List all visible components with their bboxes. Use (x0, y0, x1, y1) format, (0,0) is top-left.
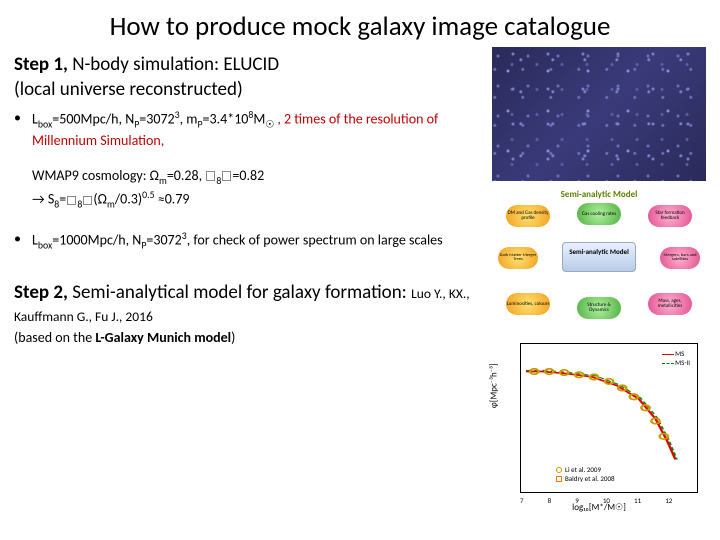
sam-node: Star formation feedback (648, 205, 692, 227)
left-column: Step 1, N-body simulation: ELUCID (local… (14, 47, 492, 515)
placeholder-box-icon (222, 171, 231, 180)
content-row: Step 1, N-body simulation: ELUCID (local… (0, 47, 720, 515)
sam-node: DM and Gas density profile (506, 205, 550, 227)
bullet-1-text: Lbox=500Mpc/h, NP=30723, mP=3.4*108M☉ , … (32, 109, 482, 151)
sam-node: Dark Matter Merger Trees (498, 247, 538, 269)
legend-top: MS MS-II (662, 349, 690, 367)
sam-node: Structure & Dynamics (577, 297, 621, 319)
t: WMAP9 cosmology: Ω (32, 167, 159, 184)
t: =3072 (146, 232, 181, 249)
t: =1000Mpc/h, N (52, 232, 141, 249)
placeholder-box-icon (206, 171, 215, 180)
step1-bullets: • Lbox=500Mpc/h, NP=30723, mP=3.4*108M☉ … (14, 109, 482, 253)
bullet-dot: • (14, 230, 32, 253)
t: =500Mpc/h, N (52, 111, 134, 128)
t: M (253, 111, 265, 128)
plot-xlabel: log₁₀[M*/M☉] (492, 502, 706, 513)
sam-node: Mergers, bars and satellites (660, 247, 700, 269)
t: m (159, 174, 167, 186)
t: =3072 (139, 111, 174, 128)
step1-subheading: (local universe reconstructed) (14, 78, 482, 101)
placeholder-box-icon (67, 196, 76, 205)
t: Baldry et al. 2008 (565, 474, 615, 483)
t: , for check of power spectrum on large s… (187, 232, 443, 249)
sam-title: Semi-analytic Model (492, 189, 706, 200)
right-column: Semi-analytic Model DM and Gas density p… (492, 47, 706, 515)
bullet-2: • Lbox=1000Mpc/h, NP=30723, for check of… (14, 230, 482, 253)
bullet-1: • Lbox=500Mpc/h, NP=30723, mP=3.4*108M☉ … (14, 109, 482, 151)
sam-node: Luminosities, colours (506, 293, 550, 315)
figure-sam-diagram: Semi-analytic Model DM and Gas density p… (492, 187, 706, 329)
sam-center: Semi-analytic Model (562, 242, 636, 272)
step2-block: Step 2, Semi-analytical model for galaxy… (14, 281, 482, 346)
placeholder-box-icon (83, 196, 92, 205)
t: (Ω (93, 191, 107, 208)
figure-nbody-sim (492, 47, 706, 181)
arrow-icon: → S (32, 191, 54, 208)
t: MS-II (675, 358, 690, 367)
t: =0.82 (232, 167, 264, 184)
t: = (59, 191, 66, 208)
step2-rest: Semi-analytical model for galaxy formati… (68, 281, 411, 304)
cosmology-note: WMAP9 cosmology: Ωm=0.28, 8=0.82 → S8=8(… (32, 165, 482, 213)
step1-rest: N-body simulation: ELUCID (68, 53, 279, 76)
plot-ylabel: φ[Mpc⁻³h⁻³] (489, 363, 500, 408)
t: box (38, 118, 52, 130)
t: MS (675, 349, 684, 358)
t: ☉ (265, 118, 274, 130)
t: box (38, 240, 52, 252)
step2-heading: Step 2, Semi-analytical model for galaxy… (14, 281, 482, 327)
t: =3.4*10 (203, 111, 249, 128)
step2-bold: Step 2, (14, 281, 68, 304)
bullet-dot: • (14, 109, 32, 151)
step1-heading: Step 1, N-body simulation: ELUCID (14, 53, 482, 76)
t: /0.3) (115, 191, 142, 208)
t: =0.28, (167, 167, 205, 184)
legend-bottom: Li et al. 2009 Baldry et al. 2008 (552, 463, 619, 485)
t: Li et al. 2009 (565, 465, 601, 474)
figure-smf-plot: φ[Mpc⁻³h⁻³] MS MS-II (492, 335, 706, 515)
t: , m (180, 111, 198, 128)
step1-bold: Step 1, (14, 53, 68, 76)
t: m (107, 199, 115, 211)
bullet-2-text: Lbox=1000Mpc/h, NP=30723, for check of p… (32, 230, 482, 253)
t: ≈0.79 (155, 191, 190, 208)
page-title: How to produce mock galaxy image catalog… (0, 0, 720, 47)
t: 0.5 (142, 189, 154, 201)
sam-node: Mass, ages, metallicities (648, 293, 692, 315)
plot-curves (526, 355, 692, 465)
step2-based: (based on the L-Galaxy Munich model) (14, 329, 482, 346)
sam-node: Gas cooling rates (577, 203, 621, 225)
